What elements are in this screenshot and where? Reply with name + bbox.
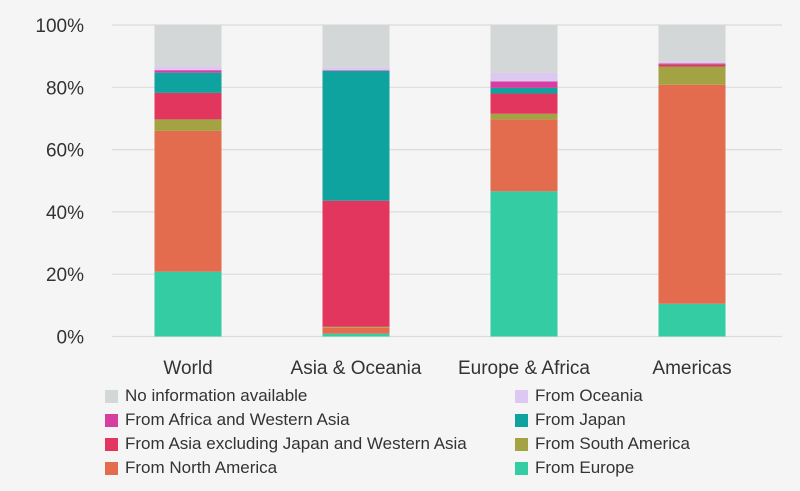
bar-segment	[322, 327, 390, 334]
bar-segment	[154, 271, 222, 337]
legend-label: From Europe	[535, 458, 635, 477]
x-tick-label: Europe & Africa	[458, 358, 590, 379]
bar-segment	[322, 326, 390, 328]
bar-segment	[154, 66, 222, 71]
x-tick-label: Americas	[652, 358, 731, 379]
legend-label: From North America	[125, 458, 278, 477]
bar-segment	[658, 61, 726, 64]
bar-segment	[154, 25, 222, 67]
y-tick-label: 80%	[46, 78, 84, 99]
x-tick-label: World	[163, 358, 212, 379]
bar-segment	[658, 84, 726, 304]
bar-segment	[322, 70, 390, 201]
legend-item: From Oceania	[515, 386, 643, 406]
bar-segment	[322, 200, 390, 327]
bar-segment	[322, 25, 390, 68]
y-tick-label: 40%	[46, 203, 84, 224]
bar-segment	[154, 72, 222, 93]
y-tick-label: 0%	[57, 328, 85, 349]
bar-segment	[154, 119, 222, 131]
legend-swatch	[515, 413, 528, 427]
bar-segment	[658, 64, 726, 67]
legend-swatch	[515, 437, 528, 451]
legend-label: From Africa and Western Asia	[125, 410, 350, 429]
legend-label: From Japan	[535, 410, 626, 429]
bar-segment	[490, 113, 558, 120]
legend-item: From Africa and Western Asia	[105, 410, 350, 430]
bar-segment	[658, 303, 726, 337]
bar-segment	[658, 66, 726, 85]
legend-label: From Oceania	[535, 386, 643, 405]
legend-item: From Europe	[515, 458, 634, 478]
legend-item: No information available	[105, 386, 307, 406]
legend-item: From South America	[515, 434, 690, 454]
bar-segment	[490, 81, 558, 88]
bar-segment	[322, 67, 390, 71]
legend-swatch	[105, 437, 118, 451]
y-tick-label: 60%	[46, 141, 84, 162]
legend-swatch	[515, 461, 528, 475]
bar-segment	[490, 191, 558, 337]
bar-segment	[490, 119, 558, 192]
bar-segment	[490, 93, 558, 114]
bar-segment	[154, 92, 222, 120]
bar-segment	[658, 63, 726, 64]
legend-swatch	[105, 389, 118, 403]
y-tick-label: 100%	[35, 16, 84, 37]
legend-swatch	[105, 413, 118, 427]
bar-segment	[322, 70, 390, 71]
bar-segment	[154, 70, 222, 73]
y-tick-label: 20%	[46, 265, 84, 286]
legend-item: From Japan	[515, 410, 626, 430]
x-tick-label: Asia & Oceania	[291, 358, 422, 379]
legend-swatch	[105, 461, 118, 475]
legend-label: No information available	[125, 386, 308, 405]
bar-segment	[154, 130, 222, 272]
legend-item: From North America	[105, 458, 277, 478]
bar-segment	[490, 25, 558, 73]
bar-segment	[658, 25, 726, 62]
legend-label: From Asia excluding Japan and Western As…	[125, 434, 467, 453]
bar-segment	[490, 72, 558, 82]
bar-segment	[322, 333, 390, 337]
bar-segment	[490, 87, 558, 94]
legend-label: From South America	[535, 434, 690, 453]
legend-item: From Asia excluding Japan and Western As…	[105, 434, 467, 454]
legend-swatch	[515, 389, 528, 403]
